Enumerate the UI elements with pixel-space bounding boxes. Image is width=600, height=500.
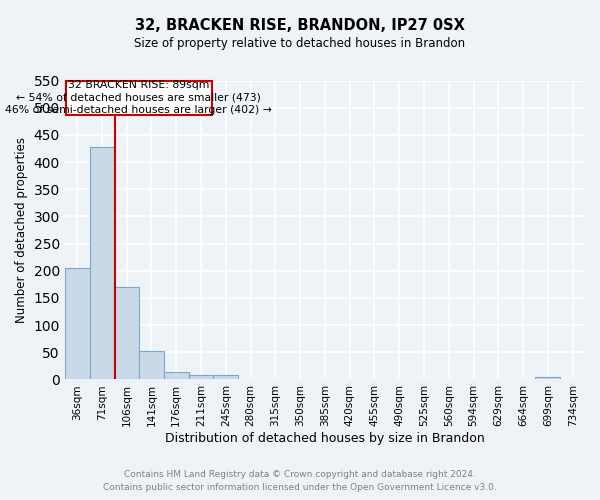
Bar bbox=[115, 287, 139, 380]
Text: 46% of semi-detached houses are larger (402) →: 46% of semi-detached houses are larger (… bbox=[5, 105, 272, 115]
Text: Contains public sector information licensed under the Open Government Licence v3: Contains public sector information licen… bbox=[103, 483, 497, 492]
Bar bbox=[188, 375, 214, 380]
Text: 32 BRACKEN RISE: 89sqm: 32 BRACKEN RISE: 89sqm bbox=[68, 80, 209, 90]
Bar bbox=[139, 350, 164, 380]
Text: ← 54% of detached houses are smaller (473): ← 54% of detached houses are smaller (47… bbox=[16, 92, 261, 102]
Bar bbox=[65, 268, 89, 380]
Bar bbox=[89, 148, 115, 380]
Bar bbox=[214, 375, 238, 380]
Text: Size of property relative to detached houses in Brandon: Size of property relative to detached ho… bbox=[134, 38, 466, 51]
Bar bbox=[535, 376, 560, 380]
Text: 32, BRACKEN RISE, BRANDON, IP27 0SX: 32, BRACKEN RISE, BRANDON, IP27 0SX bbox=[135, 18, 465, 32]
Text: Contains HM Land Registry data © Crown copyright and database right 2024.: Contains HM Land Registry data © Crown c… bbox=[124, 470, 476, 479]
Bar bbox=[164, 372, 188, 380]
Y-axis label: Number of detached properties: Number of detached properties bbox=[15, 137, 28, 323]
X-axis label: Distribution of detached houses by size in Brandon: Distribution of detached houses by size … bbox=[165, 432, 485, 445]
